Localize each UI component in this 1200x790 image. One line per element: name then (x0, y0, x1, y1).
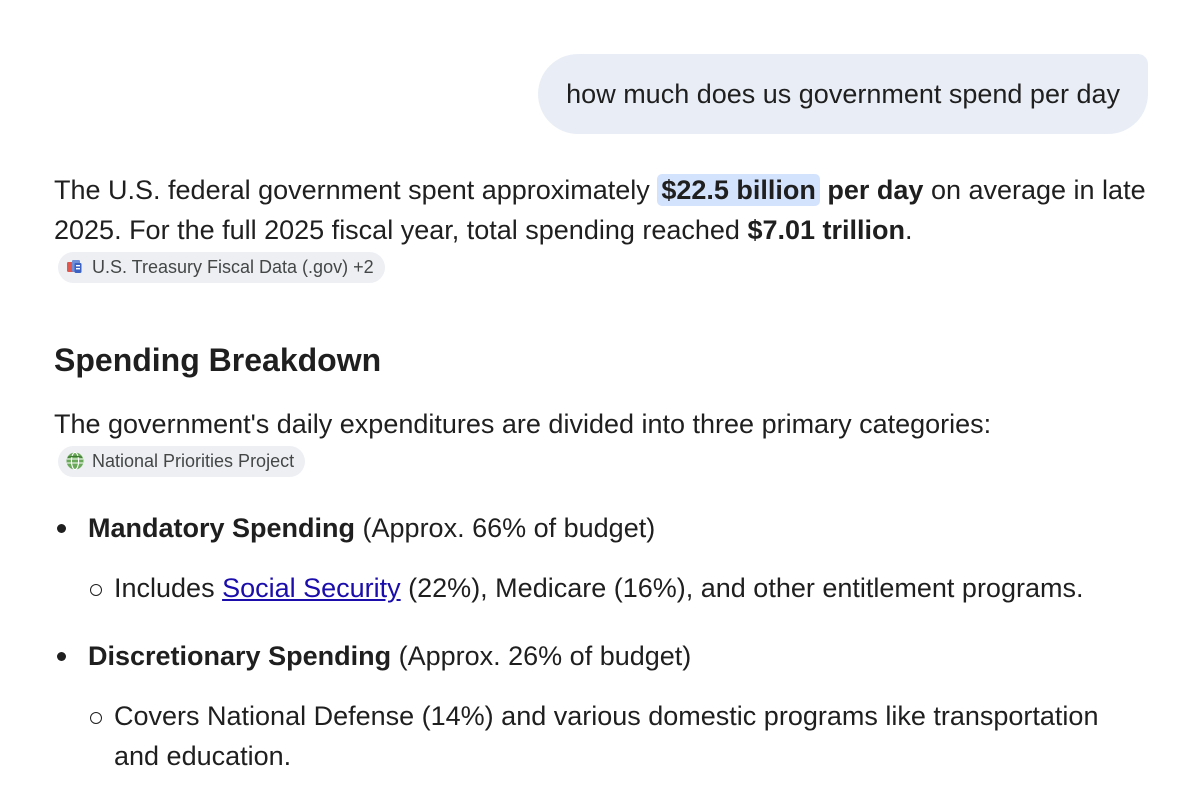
category-discretionary: Discretionary Spending (Approx. 26% of b… (54, 636, 1149, 776)
globe-icon (66, 451, 84, 471)
category-list: Mandatory Spending (Approx. 66% of budge… (54, 508, 1149, 776)
daily-spend-highlight: $22.5 billion (657, 174, 820, 206)
intro-text-before: The U.S. federal government spent approx… (54, 175, 658, 205)
category-detail: Covers National Defense (14%) and variou… (88, 696, 1149, 776)
total-spend-bold: $7.01 trillion (747, 215, 906, 245)
answer-intro: The U.S. federal government spent approx… (54, 170, 1149, 290)
category-title: Discretionary Spending (88, 641, 392, 671)
citation-chip-npp[interactable]: National Priorities Project (58, 445, 306, 477)
category-detail-list: Covers National Defense (14%) and variou… (88, 696, 1149, 776)
section-heading: Spending Breakdown (54, 342, 382, 378)
treasury-icon (67, 260, 82, 273)
breakdown-intro-text: The government's daily expenditures are … (54, 409, 992, 439)
intro-text-end: . (905, 215, 913, 245)
ai-answer: The U.S. federal government spent approx… (54, 170, 1149, 776)
intro-bold-per-day: per day (827, 175, 924, 205)
social-security-link[interactable]: Social Security (222, 573, 401, 603)
category-title: Mandatory Spending (88, 513, 356, 543)
category-note: (Approx. 66% of budget) (362, 513, 656, 543)
category-mandatory: Mandatory Spending (Approx. 66% of budge… (54, 508, 1149, 608)
detail-text-before-link: Includes (114, 573, 223, 603)
citation-chip-npp-label: National Priorities Project (92, 450, 295, 471)
category-detail: Includes Social Security (22%), Medicare… (88, 568, 1149, 608)
user-query-bubble: how much does us government spend per da… (538, 54, 1148, 134)
user-query-text: how much does us government spend per da… (566, 78, 1120, 109)
breakdown-intro: The government's daily expenditures are … (54, 404, 1149, 484)
detail-text-after-link: (22%), Medicare (16%), and other entitle… (400, 573, 1084, 603)
category-detail-list: Includes Social Security (22%), Medicare… (88, 568, 1149, 608)
citation-chip-treasury-label: U.S. Treasury Fiscal Data (.gov) +2 (92, 256, 374, 277)
intro-text-mid: on average in late 2025. For the full 20… (54, 175, 1146, 245)
citation-chip-treasury[interactable]: U.S. Treasury Fiscal Data (.gov) +2 (58, 251, 385, 283)
category-note: (Approx. 26% of budget) (398, 641, 692, 671)
